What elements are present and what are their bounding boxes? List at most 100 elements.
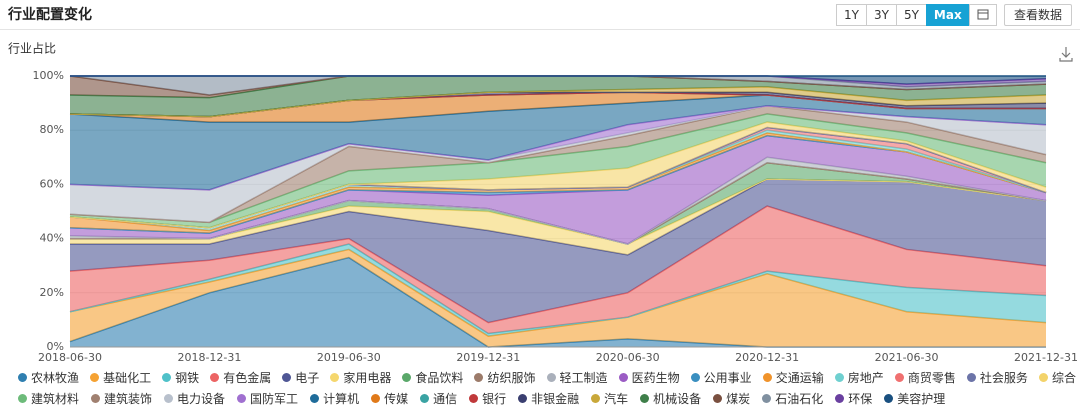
- legend-item[interactable]: 计算机: [310, 390, 359, 407]
- legend-item[interactable]: 美容护理: [884, 390, 945, 407]
- area: [70, 122, 1046, 228]
- legend-label: 纺织服饰: [487, 371, 536, 385]
- legend-swatch: [420, 394, 430, 403]
- legend-item[interactable]: 银行: [469, 390, 506, 407]
- x-tick-label: 2020-12-31: [735, 351, 799, 364]
- legend-label: 商贸零售: [907, 371, 956, 385]
- legend-item[interactable]: 农林牧渔: [18, 369, 79, 386]
- legend-swatch: [18, 394, 27, 403]
- legend-label: 计算机: [323, 392, 360, 406]
- legend-label: 汽车: [604, 392, 629, 406]
- legend-swatch: [330, 373, 340, 382]
- area: [70, 86, 1046, 117]
- legend-item[interactable]: 建筑装饰: [91, 390, 152, 407]
- x-tick-label: 2018-12-31: [177, 351, 241, 364]
- legend-item[interactable]: 家用电器: [330, 369, 391, 386]
- legend-item[interactable]: 社会服务: [966, 369, 1028, 386]
- legend-swatch: [1038, 373, 1048, 382]
- chart: 行业占比 0% 20% 40% 60% 80% 100% 2018-06-30 2018-12…: [8, 41, 1078, 365]
- legend-item[interactable]: 综合: [1038, 369, 1076, 386]
- range-button[interactable]: 5Y: [895, 4, 927, 26]
- legend-item[interactable]: 钢铁: [162, 369, 199, 386]
- legend-item[interactable]: 有色金属: [210, 369, 271, 386]
- area: [70, 76, 1046, 85]
- y-tick-label: 40%: [40, 232, 64, 245]
- legend-swatch: [91, 394, 101, 403]
- area: [70, 178, 1046, 255]
- legend-swatch: [162, 373, 172, 382]
- legend-swatch: [762, 373, 772, 382]
- area: [70, 244, 1046, 337]
- legend-item[interactable]: 通信: [420, 390, 457, 407]
- legend-label: 电子: [295, 371, 320, 385]
- area: [70, 76, 1046, 117]
- legend-item[interactable]: 国防军工: [237, 390, 298, 407]
- legend-label: 基础化工: [103, 371, 152, 385]
- legend-label: 社会服务: [979, 371, 1028, 385]
- legend-label: 交通运输: [775, 371, 824, 385]
- legend-label: 农林牧渔: [31, 371, 80, 385]
- legend-item[interactable]: 交通运输: [762, 369, 824, 386]
- legend-item[interactable]: 汽车: [591, 390, 628, 407]
- view-data-button[interactable]: 查看数据: [1004, 4, 1073, 26]
- legend-label: 钢铁: [175, 371, 200, 385]
- legend-item[interactable]: 房地产: [834, 369, 884, 386]
- legend-swatch: [884, 394, 894, 403]
- legend-item[interactable]: 机械设备: [640, 390, 701, 407]
- legend-swatch: [282, 373, 292, 382]
- legend-swatch: [966, 373, 976, 382]
- legend-swatch: [640, 394, 650, 403]
- y-tick-label: 0%: [47, 340, 64, 353]
- legend-label: 美容护理: [897, 392, 946, 406]
- x-tick-label: 2019-12-31: [456, 351, 520, 364]
- legend-item[interactable]: 纺织服饰: [474, 369, 535, 386]
- legend-item[interactable]: 轻工制造: [546, 369, 608, 386]
- area: [70, 113, 1046, 228]
- legend-item[interactable]: 建筑材料: [18, 390, 79, 407]
- area: [70, 92, 1046, 123]
- legend-item[interactable]: 石油石化: [762, 390, 823, 407]
- area: [70, 178, 1046, 323]
- legend-label: 传媒: [384, 392, 409, 406]
- legend-swatch: [237, 394, 247, 403]
- legend-label: 房地产: [847, 371, 884, 385]
- legend-item[interactable]: 食品饮料: [402, 369, 463, 386]
- legend-label: 电力设备: [177, 392, 226, 406]
- legend-item[interactable]: 医药生物: [618, 369, 680, 386]
- x-tick-label: 2018-06-30: [38, 351, 102, 364]
- legend-label: 石油石化: [775, 392, 824, 406]
- range-button[interactable]: Max: [925, 4, 970, 26]
- legend-item[interactable]: 环保: [835, 390, 872, 407]
- area: [70, 94, 1046, 190]
- legend-item[interactable]: 电子: [282, 369, 319, 386]
- legend-swatch: [546, 373, 556, 382]
- legend-swatch: [210, 373, 220, 382]
- y-tick-label: 80%: [40, 123, 64, 136]
- legend-item[interactable]: 公用事业: [690, 369, 752, 386]
- legend-item[interactable]: 非银金融: [518, 390, 579, 407]
- legend-swatch: [310, 394, 320, 403]
- range-button[interactable]: 1Y: [836, 4, 867, 26]
- legend-swatch: [591, 394, 601, 403]
- legend-item[interactable]: 基础化工: [90, 369, 151, 386]
- calendar-button[interactable]: [968, 4, 997, 26]
- area: [70, 105, 1046, 223]
- legend-swatch: [164, 394, 174, 403]
- y-tick-label: 60%: [40, 177, 64, 190]
- legend-label: 医药生物: [631, 371, 680, 385]
- legend-label: 轻工制造: [559, 371, 608, 385]
- legend-item[interactable]: 传媒: [371, 390, 408, 407]
- legend-label: 建筑材料: [31, 392, 80, 406]
- legend-item[interactable]: 商贸零售: [894, 369, 956, 386]
- legend-item[interactable]: 电力设备: [164, 390, 225, 407]
- legend-swatch: [474, 373, 484, 382]
- range-buttons: 1Y 3Y 5Y Max: [836, 4, 997, 26]
- legend-label: 煤炭: [726, 392, 751, 406]
- download-icon[interactable]: [1059, 47, 1073, 62]
- divider: [0, 29, 1080, 30]
- area: [70, 249, 1046, 347]
- legend-item[interactable]: 煤炭: [713, 390, 750, 407]
- legend-swatch: [713, 394, 723, 403]
- legend-label: 环保: [848, 392, 873, 406]
